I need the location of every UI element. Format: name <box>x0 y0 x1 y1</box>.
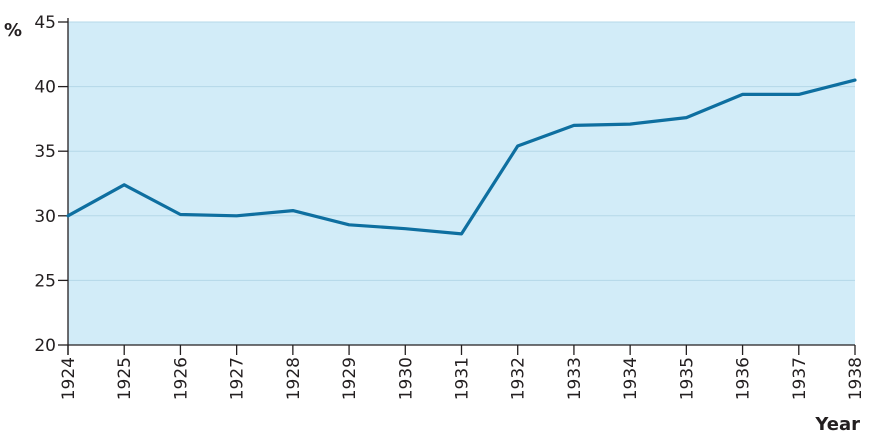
plot-area <box>68 22 855 345</box>
x-tick-label: 1935 <box>677 357 697 400</box>
y-tick-label: 45 <box>34 13 56 33</box>
x-tick-label: 1926 <box>171 357 191 400</box>
x-tick-label: 1929 <box>340 357 360 400</box>
x-tick-label: 1932 <box>509 357 529 400</box>
y-tick-label: 25 <box>34 271 56 291</box>
y-tick-label: 40 <box>34 78 56 98</box>
x-tick-label: 1930 <box>396 357 416 400</box>
y-axis-label: % <box>4 20 22 41</box>
y-axis-ticks: 20 25 30 35 40 45 <box>34 13 68 356</box>
x-tick-label: 1936 <box>734 357 754 400</box>
x-tick-label: 1937 <box>790 357 810 400</box>
x-tick-label: 1924 <box>59 357 79 400</box>
x-tick-label: 1934 <box>621 357 641 400</box>
series-line <box>66 78 857 236</box>
x-tick-label: 1925 <box>115 357 135 400</box>
x-tick-label: 1938 <box>846 357 866 400</box>
y-tick-label: 35 <box>34 142 56 162</box>
x-tick-label: 1931 <box>453 357 473 400</box>
x-tick-label: 1927 <box>228 357 248 400</box>
x-axis-ticks: 1924 1925 1926 1927 1928 1929 1930 1931 1932 1933… <box>59 345 866 400</box>
x-tick-label: 1928 <box>284 357 304 400</box>
y-tick-label: 30 <box>34 207 56 227</box>
y-tick-label: 20 <box>34 336 56 356</box>
x-tick-label: 1933 <box>565 357 585 400</box>
x-axis-label: Year <box>814 414 860 435</box>
